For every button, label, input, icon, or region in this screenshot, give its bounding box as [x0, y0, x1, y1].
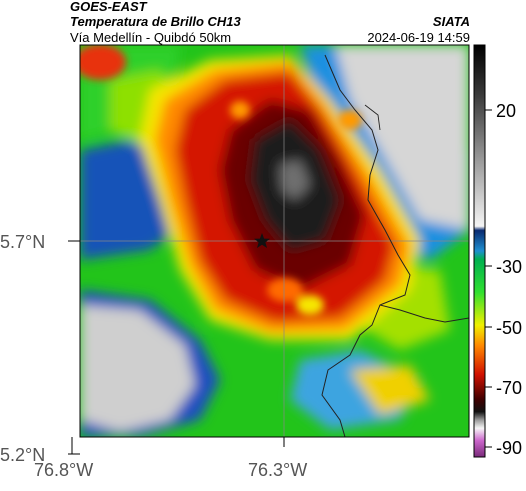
lon-tick-label: 76.8°W — [34, 460, 93, 480]
colorbar-tick-label: -90 — [496, 438, 522, 458]
colorbar: 20 -30 -50 -70 -90 — [473, 44, 522, 458]
organization-label: SIATA — [432, 14, 470, 29]
lon-tick-label: 76.3°W — [248, 460, 307, 480]
lat-tick-label: 5.7°N — [0, 232, 45, 252]
product-title: Temperatura de Brillo CH13 — [70, 14, 241, 29]
route-subtitle: Vía Medellín - Quibdó 50km — [70, 30, 232, 45]
timestamp-label: 2024-06-19 14:59 — [367, 30, 470, 45]
colorbar-tick-label: -70 — [496, 378, 522, 398]
colorbar-tick-label: -30 — [496, 257, 522, 277]
lat-tick-label: 5.2°N — [0, 445, 45, 465]
colorbar-tick-label: 20 — [496, 101, 516, 121]
colorbar-tick-label: -50 — [496, 318, 522, 338]
brightness-temperature-field — [80, 45, 469, 437]
star-icon — [254, 233, 270, 248]
satellite-title: GOES-EAST — [70, 0, 147, 14]
